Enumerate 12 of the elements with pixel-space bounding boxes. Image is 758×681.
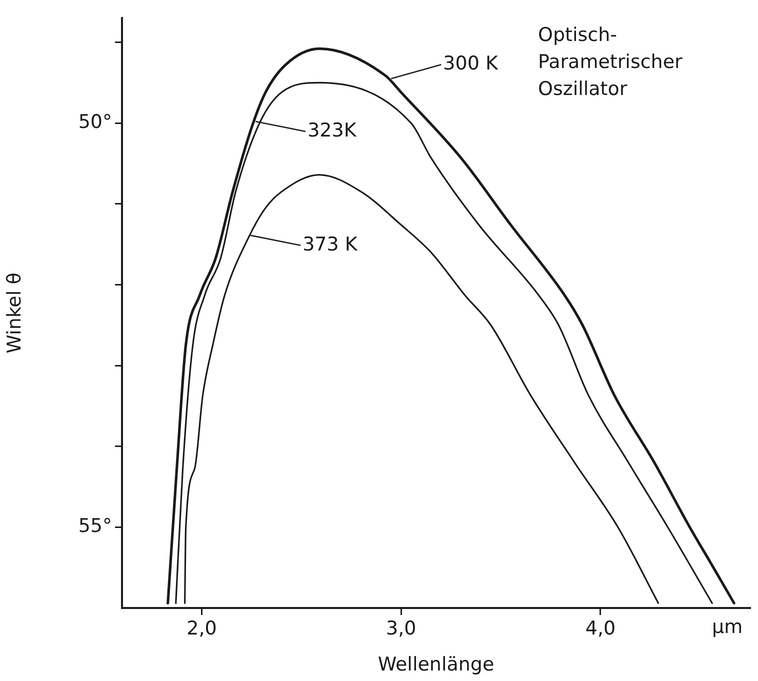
annotation: 323K	[308, 119, 357, 142]
x-tick-label: 2,0	[186, 617, 217, 640]
text: µm	[712, 615, 743, 640]
x-axis-title: Wellenlänge	[378, 654, 494, 676]
y-tick-label: 50°	[78, 111, 112, 134]
annotation: 373 K	[302, 233, 358, 256]
x-tick-label: 3,0	[386, 617, 416, 640]
annotation: Optisch- Parametrischer Oszillator	[538, 23, 682, 102]
annotation: 300 K	[443, 52, 498, 75]
y-tick-label: 55°	[78, 515, 112, 538]
y-axis-title: Winkel θ	[3, 272, 26, 354]
x-tick-label: 4,0	[585, 617, 616, 640]
